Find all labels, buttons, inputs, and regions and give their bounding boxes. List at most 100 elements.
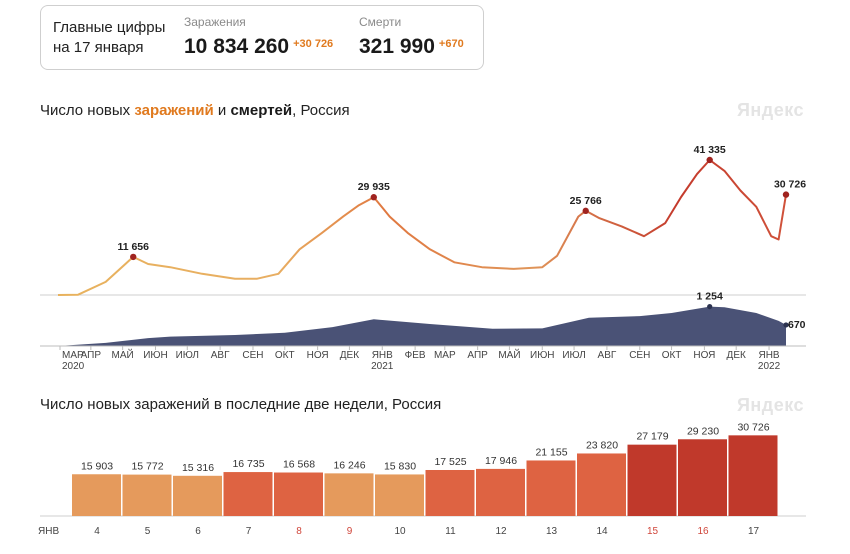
bar-13 [526, 460, 576, 516]
x-tick-label-9: ДЕК [340, 350, 359, 361]
x-tick-label-15: ИЮН [530, 350, 555, 361]
chart1-title-deaths: смертей [230, 102, 293, 119]
bar-value-16: 29 230 [687, 425, 719, 437]
bar-value-10: 15 830 [384, 460, 416, 472]
bar-5 [122, 474, 172, 516]
peak-marker-3 [706, 156, 713, 164]
deaths-total: 321 990 [359, 35, 435, 58]
x-tick-label-16: ИЮЛ [562, 350, 585, 361]
bar-category-7: 7 [246, 526, 252, 537]
bar-value-6: 15 316 [182, 462, 214, 474]
bar-7 [223, 472, 273, 516]
bar-category-5: 5 [145, 526, 151, 537]
bar-6 [173, 475, 222, 516]
chart1-title-infections: заражений [134, 102, 214, 119]
x-tick-label-21: ДЕК [727, 350, 746, 361]
x-tick-label-19: ОКТ [662, 350, 682, 361]
peak-marker-0 [130, 253, 137, 261]
bar-value-15: 27 179 [636, 431, 668, 443]
x-tick-label-5: АВГ [211, 350, 230, 361]
peak-marker-2 [582, 207, 589, 215]
x-tick-label-1: АПР [81, 350, 102, 361]
bar-category-13: 13 [546, 526, 558, 537]
summary-label-line2: на 17 января [53, 39, 144, 56]
x-tick-label-14: МАЙ [498, 348, 520, 361]
x-tick-label-0: МАР [62, 350, 84, 361]
infections-title: Заражения [184, 15, 246, 29]
bar-9 [324, 473, 374, 516]
bar-value-9: 16 246 [333, 459, 365, 471]
yandex-logo: Яндекс [736, 100, 804, 120]
bar-12 [476, 468, 525, 516]
deaths-area [58, 306, 786, 346]
infections-stat: Заражения 10 834 260 +30 726 [184, 15, 333, 59]
x-tick-label-8: НОЯ [307, 350, 329, 361]
x-tick-label-7: ОКТ [275, 350, 295, 361]
bar-value-13: 21 155 [535, 446, 567, 458]
x-tick-label-22: ЯНВ [758, 350, 779, 361]
peak-label-6: 670 [788, 319, 806, 331]
bar-category-17: 17 [748, 526, 760, 537]
deaths-stat: Смерти 321 990 +670 [359, 15, 464, 59]
bar-value-14: 23 820 [586, 439, 618, 451]
x-tick-label-17: АВГ [598, 350, 617, 361]
x-tick-label-12: МАР [434, 350, 456, 361]
peak-label-2: 25 766 [570, 195, 602, 207]
bar-value-4: 15 903 [81, 460, 113, 472]
bar-category-8: 8 [296, 526, 302, 537]
peak-label-4: 30 726 [774, 179, 806, 191]
peak-label-0: 11 656 [117, 241, 149, 253]
bar-category-14: 14 [596, 526, 608, 537]
yandex-logo-2: Яндекс [736, 395, 804, 415]
infections-line [57, 159, 787, 296]
deaths-marker-6 [783, 322, 789, 328]
bar-category-12: 12 [495, 526, 507, 537]
bar-value-17: 30 726 [737, 421, 769, 433]
bar-category-15: 15 [647, 526, 659, 537]
summary-label-line1: Главные цифры [53, 19, 166, 36]
infections-delta: +30 726 [293, 38, 334, 50]
bar-value-11: 17 525 [434, 456, 466, 468]
bar-17 [728, 435, 778, 516]
x-tick-label-11: ФЕВ [405, 350, 426, 361]
peak-label-3: 41 335 [694, 144, 726, 156]
bar-4 [72, 474, 121, 516]
bar-category-10: 10 [394, 526, 406, 537]
summary-card: Главные цифры на 17 января Заражения 10 … [40, 5, 484, 70]
x-tick-label-18: СЕН [629, 350, 650, 361]
bar-10 [375, 474, 424, 516]
bar-category-6: 6 [195, 526, 201, 537]
chart2-title: Число новых заражений в последние две не… [40, 396, 442, 413]
peak-label-5: 1 254 [697, 291, 723, 303]
bar-8 [274, 472, 323, 516]
x-year-label-1: 2021 [371, 361, 394, 372]
chart1-title: Число новых заражений и смертей, Россия [40, 102, 350, 119]
x-tick-label-20: НОЯ [693, 350, 715, 361]
bar-value-12: 17 946 [485, 455, 517, 467]
deaths-marker-5 [707, 303, 713, 310]
x-tick-label-2: МАЙ [112, 348, 134, 361]
bar-category-16: 16 [697, 526, 709, 537]
bar-value-5: 15 772 [131, 461, 163, 473]
x-year-label-2: 2022 [758, 361, 781, 372]
bar-category-9: 9 [347, 526, 353, 537]
infections-total: 10 834 260 [184, 35, 290, 58]
chart1-title-part2: и [213, 102, 231, 119]
x-tick-label-4: ИЮЛ [176, 350, 199, 361]
x-year-label-0: 2020 [62, 361, 85, 372]
chart1-title-part1: Число новых [40, 102, 135, 119]
x-tick-label-10: ЯНВ [372, 350, 393, 361]
bar-value-7: 16 735 [232, 458, 264, 470]
bar-month-label: ЯНВ [38, 526, 59, 537]
bar-16 [678, 439, 727, 516]
bar-15 [627, 444, 677, 516]
peak-marker-1 [370, 194, 377, 201]
bar-category-4: 4 [94, 526, 100, 537]
x-tick-label-6: СЕН [242, 350, 263, 361]
bar-category-11: 11 [445, 526, 456, 537]
x-tick-label-3: ИЮН [143, 350, 168, 361]
bar-value-8: 16 568 [283, 459, 315, 471]
deaths-delta: +670 [438, 38, 464, 50]
peak-marker-4 [782, 191, 790, 198]
